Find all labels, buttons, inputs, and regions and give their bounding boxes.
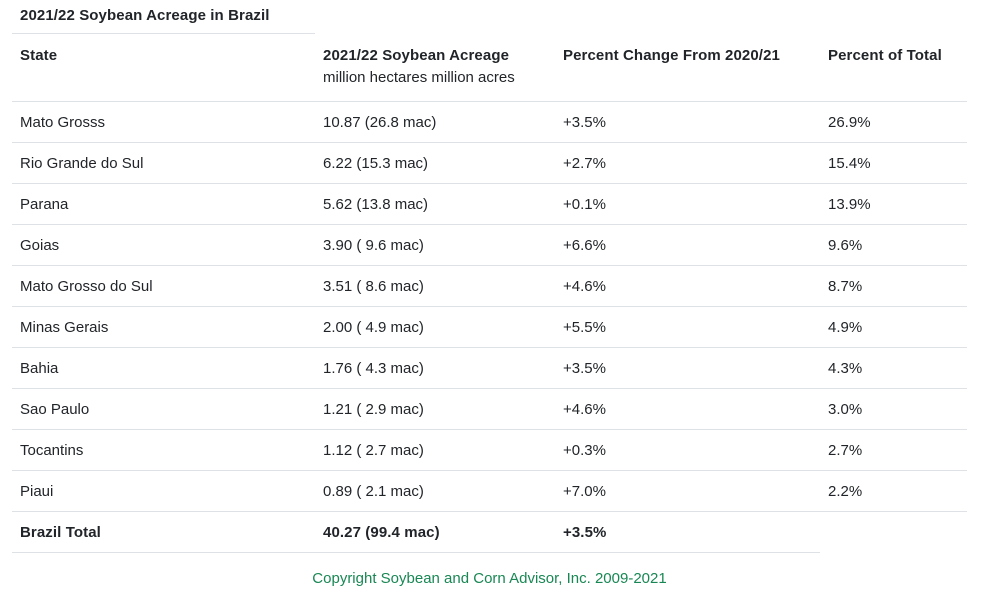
total-state-cell: Brazil Total (12, 511, 315, 553)
acreage-cell: 1.12 ( 2.7 mac) (315, 429, 555, 471)
acreage-cell: 3.51 ( 8.6 mac) (315, 265, 555, 307)
table-row: Sao Paulo 1.21 ( 2.9 mac) +4.6% 3.0% (12, 388, 967, 430)
pct-total-cell: 26.9% (820, 101, 967, 143)
pct-total-cell: 15.4% (820, 142, 967, 184)
table-row: Rio Grande do Sul 6.22 (15.3 mac) +2.7% … (12, 142, 967, 184)
acreage-cell: 2.00 ( 4.9 mac) (315, 306, 555, 348)
state-cell: Parana (12, 183, 315, 225)
pct-change-cell: +4.6% (555, 388, 820, 430)
table-header-row: State 2021/22 Soybean Acreage million he… (12, 34, 967, 102)
header-pct-change: Percent Change From 2020/21 (555, 34, 820, 102)
total-acreage-cell: 40.27 (99.4 mac) (315, 511, 555, 553)
total-pct-change-cell: +3.5% (555, 511, 820, 553)
table-row: Piaui 0.89 ( 2.1 mac) +7.0% 2.2% (12, 470, 967, 512)
pct-change-cell: +3.5% (555, 347, 820, 389)
pct-change-cell: +0.1% (555, 183, 820, 225)
acreage-cell: 5.62 (13.8 mac) (315, 183, 555, 225)
pct-total-cell: 4.3% (820, 347, 967, 389)
state-cell: Bahia (12, 347, 315, 389)
pct-total-cell: 3.0% (820, 388, 967, 430)
pct-total-cell: 2.2% (820, 470, 967, 512)
pct-change-cell: +6.6% (555, 224, 820, 266)
acreage-cell: 6.22 (15.3 mac) (315, 142, 555, 184)
pct-total-cell: 9.6% (820, 224, 967, 266)
pct-change-cell: +0.3% (555, 429, 820, 471)
acreage-cell: 10.87 (26.8 mac) (315, 101, 555, 143)
table-total-row: Brazil Total 40.27 (99.4 mac) +3.5% (12, 511, 967, 553)
header-pct-change-label: Percent Change From 2020/21 (563, 47, 780, 64)
total-pct-total-cell (820, 512, 967, 553)
state-cell: Rio Grande do Sul (12, 142, 315, 184)
copyright-footer: Copyright Soybean and Corn Advisor, Inc.… (12, 570, 967, 587)
header-acreage-units: million hectares million acres (323, 69, 515, 86)
pct-change-cell: +7.0% (555, 470, 820, 512)
state-cell: Piaui (12, 470, 315, 512)
acreage-cell: 1.21 ( 2.9 mac) (315, 388, 555, 430)
acreage-cell: 3.90 ( 9.6 mac) (315, 224, 555, 266)
table-row: Bahia 1.76 ( 4.3 mac) +3.5% 4.3% (12, 347, 967, 389)
soybean-acreage-table: State 2021/22 Soybean Acreage million he… (12, 34, 967, 553)
header-state: State (12, 34, 315, 102)
pct-change-cell: +2.7% (555, 142, 820, 184)
pct-total-cell: 2.7% (820, 429, 967, 471)
page-title: 2021/22 Soybean Acreage in Brazil (12, 1, 315, 34)
acreage-cell: 1.76 ( 4.3 mac) (315, 347, 555, 389)
pct-change-cell: +5.5% (555, 306, 820, 348)
state-cell: Mato Grosso do Sul (12, 265, 315, 307)
header-acreage: 2021/22 Soybean Acreage million hectares… (315, 34, 555, 102)
state-cell: Minas Gerais (12, 306, 315, 348)
header-pct-total: Percent of Total (820, 34, 967, 102)
pct-change-cell: +3.5% (555, 101, 820, 143)
pct-change-cell: +4.6% (555, 265, 820, 307)
table-row: Parana 5.62 (13.8 mac) +0.1% 13.9% (12, 183, 967, 225)
state-cell: Goias (12, 224, 315, 266)
copyright-link[interactable]: Copyright Soybean and Corn Advisor, Inc.… (312, 570, 667, 587)
pct-total-cell: 13.9% (820, 183, 967, 225)
table-row: Goias 3.90 ( 9.6 mac) +6.6% 9.6% (12, 224, 967, 266)
header-pct-total-label: Percent of Total (828, 47, 942, 64)
pct-total-cell: 8.7% (820, 265, 967, 307)
header-state-label: State (20, 47, 58, 64)
header-acreage-label: 2021/22 Soybean Acreage (323, 47, 510, 64)
state-cell: Sao Paulo (12, 388, 315, 430)
acreage-cell: 0.89 ( 2.1 mac) (315, 470, 555, 512)
table-row: Minas Gerais 2.00 ( 4.9 mac) +5.5% 4.9% (12, 306, 967, 348)
table-row: Mato Grosss 10.87 (26.8 mac) +3.5% 26.9% (12, 101, 967, 143)
table-row: Mato Grosso do Sul 3.51 ( 8.6 mac) +4.6%… (12, 265, 967, 307)
table-row: Tocantins 1.12 ( 2.7 mac) +0.3% 2.7% (12, 429, 967, 471)
pct-total-cell: 4.9% (820, 306, 967, 348)
state-cell: Tocantins (12, 429, 315, 471)
state-cell: Mato Grosss (12, 101, 315, 143)
